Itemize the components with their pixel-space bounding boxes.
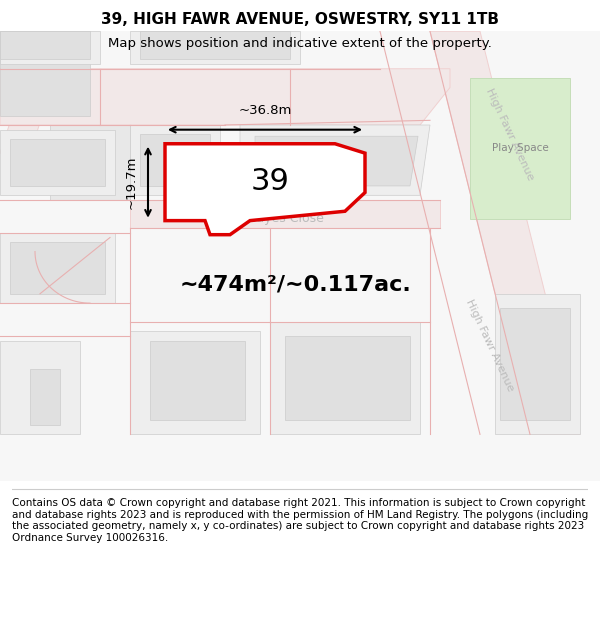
Polygon shape	[130, 200, 440, 228]
Polygon shape	[50, 125, 130, 200]
Polygon shape	[0, 31, 70, 153]
Text: ~19.7m: ~19.7m	[125, 156, 138, 209]
Polygon shape	[270, 322, 420, 434]
Polygon shape	[0, 69, 450, 125]
Polygon shape	[0, 341, 80, 434]
Polygon shape	[30, 369, 60, 425]
Text: Map shows position and indicative extent of the property.: Map shows position and indicative extent…	[108, 38, 492, 51]
Polygon shape	[140, 134, 210, 186]
Text: Play Space: Play Space	[491, 143, 548, 153]
Polygon shape	[255, 136, 418, 186]
Polygon shape	[165, 144, 365, 234]
Text: 39, HIGH FAWR AVENUE, OSWESTRY, SY11 1TB: 39, HIGH FAWR AVENUE, OSWESTRY, SY11 1TB	[101, 12, 499, 28]
Polygon shape	[140, 31, 290, 59]
Text: Hayes Close: Hayes Close	[247, 213, 323, 225]
Polygon shape	[130, 331, 260, 434]
Text: ~474m²/~0.117ac.: ~474m²/~0.117ac.	[179, 274, 411, 294]
Text: High Fawr Avenue: High Fawr Avenue	[484, 87, 536, 182]
Text: 39: 39	[251, 167, 289, 196]
Polygon shape	[470, 78, 570, 219]
Text: ~36.8m: ~36.8m	[238, 104, 292, 116]
Polygon shape	[430, 31, 580, 434]
Polygon shape	[0, 129, 115, 195]
Polygon shape	[0, 232, 115, 303]
Polygon shape	[0, 31, 90, 116]
Polygon shape	[10, 139, 105, 186]
Polygon shape	[285, 336, 410, 420]
Text: High Fawr Avenue: High Fawr Avenue	[464, 298, 516, 393]
Polygon shape	[150, 341, 245, 420]
Polygon shape	[130, 31, 300, 64]
Polygon shape	[0, 31, 90, 59]
Polygon shape	[500, 308, 570, 420]
Polygon shape	[0, 31, 100, 64]
Polygon shape	[495, 294, 580, 434]
Polygon shape	[130, 125, 220, 195]
Polygon shape	[10, 242, 105, 294]
Text: Contains OS data © Crown copyright and database right 2021. This information is : Contains OS data © Crown copyright and d…	[12, 498, 588, 543]
Polygon shape	[240, 125, 430, 195]
